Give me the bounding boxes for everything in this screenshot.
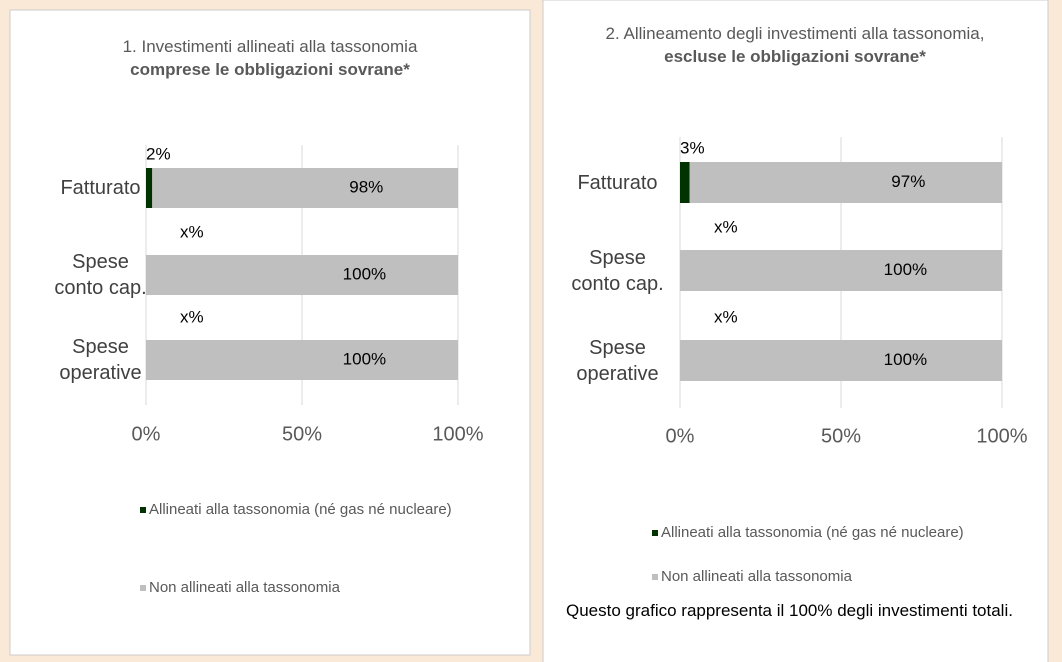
title-emphasis: comprese le obbligazioni sovrane* xyxy=(130,60,410,79)
data-label: 100% xyxy=(884,350,927,369)
y-tick-label: Fatturato xyxy=(577,171,658,194)
bar-segment xyxy=(146,255,458,295)
panel xyxy=(542,0,1049,662)
data-label: 100% xyxy=(343,349,386,368)
x-tick-label: 50% xyxy=(821,425,861,447)
bar-segment xyxy=(680,340,1002,381)
y-tick-label: Spese operative xyxy=(59,336,142,384)
x-tick-label: 100% xyxy=(976,425,1027,447)
legend-label: Non allineati alla tassonomia xyxy=(149,579,341,596)
x-tick-label: 100% xyxy=(432,423,483,445)
data-label: x% xyxy=(180,307,204,326)
y-tick-label: Spese conto cap. xyxy=(571,246,664,295)
x-tick-label: 0% xyxy=(132,423,161,445)
legend-label: Non allineati alla tassonomia xyxy=(661,568,853,585)
bar-segment xyxy=(680,250,1002,291)
chart-title: 2. Allineamento degli investimenti alla … xyxy=(605,22,985,68)
note: Questo grafico rappresenta il 100% degli… xyxy=(566,601,1013,620)
data-label: 98% xyxy=(349,177,383,196)
bar-segment xyxy=(146,340,458,380)
legend-label: Allineati alla tassonomia (né gas né nuc… xyxy=(149,501,452,518)
data-label: 97% xyxy=(891,172,925,191)
data-label: x% xyxy=(180,222,204,241)
legend-swatch xyxy=(652,530,658,536)
bar-segment xyxy=(146,168,153,208)
data-label: 3% xyxy=(680,138,705,157)
y-tick-label: Spese operative xyxy=(576,336,659,385)
data-label: 100% xyxy=(884,260,927,279)
legend-label: Allineati alla tassonomia (né gas né nuc… xyxy=(661,524,964,541)
data-label: 100% xyxy=(343,264,386,283)
data-label: x% xyxy=(714,307,738,326)
x-tick-label: 0% xyxy=(666,425,695,447)
bar-segment xyxy=(152,168,459,208)
y-tick-label: Fatturato xyxy=(60,177,141,199)
legend-swatch xyxy=(140,585,146,591)
title-emphasis: escluse le obbligazioni sovrane* xyxy=(664,47,926,66)
legend-swatch xyxy=(652,574,658,580)
data-label: x% xyxy=(714,217,738,236)
x-tick-label: 50% xyxy=(282,423,322,445)
legend-swatch xyxy=(140,507,146,513)
chart-title: 1. Investimenti allineati alla tassonomi… xyxy=(90,35,450,81)
y-tick-label: Spese conto cap. xyxy=(54,251,147,299)
panel xyxy=(9,9,531,656)
title-text: 2. Allineamento degli investimenti alla … xyxy=(605,24,985,43)
title-text: 1. Investimenti allineati alla tassonomi… xyxy=(122,37,418,56)
bar-segment xyxy=(689,162,1002,203)
data-label: 2% xyxy=(146,144,171,163)
bar-segment xyxy=(680,162,690,203)
